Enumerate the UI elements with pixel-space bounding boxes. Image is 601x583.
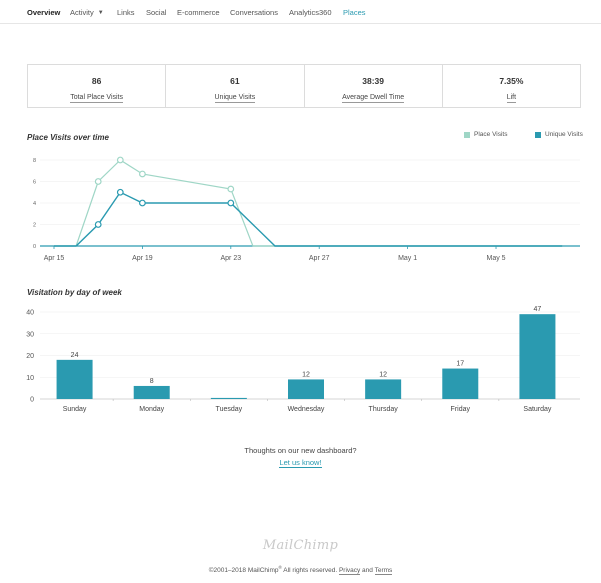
- stat-label[interactable]: Average Dwell Time: [342, 94, 405, 103]
- y-tick-label: 20: [26, 353, 34, 360]
- tab-links[interactable]: Links: [117, 8, 135, 17]
- feedback-link[interactable]: Let us know!: [279, 458, 322, 468]
- bar-value-label: 47: [534, 306, 542, 313]
- bar-value-label: 12: [302, 371, 310, 378]
- x-tick-label: Apr 19: [132, 255, 153, 262]
- and-text: and: [360, 567, 375, 575]
- stat-value: 7.35%: [499, 76, 524, 86]
- bar-tuesday: [210, 397, 247, 399]
- bar-wednesday: [288, 379, 324, 399]
- y-tick-label: 30: [26, 331, 34, 338]
- legend-place-visits[interactable]: Place Visits: [464, 131, 507, 138]
- stats-panel: 86 Total Place Visits 61 Unique Visits 3…: [27, 64, 581, 108]
- chevron-down-icon: ▼: [97, 10, 104, 16]
- bar-chart-title: Visitation by day of week: [27, 288, 122, 297]
- data-point: [139, 199, 146, 207]
- feedback-question: Thoughts on our new dashboard?: [244, 446, 357, 455]
- x-tick-label: Apr 27: [309, 255, 330, 262]
- x-tick-label: May 1: [398, 255, 417, 262]
- data-point: [139, 170, 146, 178]
- legend-label: Unique Visits: [545, 131, 583, 138]
- bar-chart: 0 10 20 30 40 24 Sunday 8 Monday Tuesday 12 Wednesd…: [26, 306, 580, 413]
- x-tick-label: Apr 15: [44, 255, 65, 262]
- mailchimp-logo: MailChimp: [262, 538, 339, 553]
- series-line-unique-visits: [54, 191, 563, 247]
- tab-activity[interactable]: Activity ▼: [70, 8, 104, 17]
- data-point: [227, 199, 235, 207]
- bar-thursday: [365, 379, 402, 399]
- data-point: [94, 221, 102, 228]
- x-tick-label: Wednesday: [288, 406, 325, 413]
- tab-analytics360[interactable]: Analytics360: [289, 8, 332, 17]
- line-chart-title: Place Visits over time: [27, 133, 109, 142]
- top-nav: Overview Activity ▼ Links Social E-commer…: [0, 0, 601, 24]
- stat-label[interactable]: Unique Visits: [214, 94, 256, 103]
- bar-friday: [442, 368, 479, 399]
- x-tick-label: Apr 23: [220, 255, 241, 262]
- stat-total-place-visits: 86 Total Place Visits: [28, 65, 167, 107]
- data-point: [94, 178, 102, 185]
- x-tick-label: Tuesday: [216, 406, 243, 413]
- y-tick-label: 2: [33, 223, 36, 229]
- data-point: [116, 156, 124, 164]
- terms-link[interactable]: Terms: [374, 567, 393, 576]
- tab-places[interactable]: Places: [343, 8, 366, 17]
- registered-mark: ®: [278, 565, 282, 570]
- y-tick-label: 0: [33, 244, 36, 250]
- stat-lift: 7.35% Lift: [443, 65, 580, 107]
- data-point: [227, 185, 235, 193]
- stat-average-dwell-time: 38:39 Average Dwell Time: [305, 65, 443, 107]
- bar-monday: [133, 385, 170, 399]
- data-point: [116, 188, 124, 196]
- legend-label: Place Visits: [474, 131, 508, 138]
- tab-overview[interactable]: Overview: [27, 8, 61, 17]
- rights-text: All rights reserved.: [281, 567, 339, 575]
- stat-value: 38:39: [362, 76, 384, 86]
- stat-label[interactable]: Total Place Visits: [70, 94, 124, 103]
- copyright-text: ©2001–2018 MailChimp: [208, 567, 279, 575]
- x-tick-label: Monday: [139, 406, 164, 413]
- line-chart: 0 2 4 6 8 Apr 15 Apr 19 Apr 23 Apr 27 May 1 May 5: [33, 156, 580, 262]
- footer: ©2001–2018 MailChimp® All rights reserve…: [0, 565, 601, 576]
- x-tick-label: Sunday: [63, 406, 87, 413]
- stat-label[interactable]: Lift: [506, 94, 517, 103]
- bar-sunday: [56, 359, 93, 399]
- y-tick-label: 40: [26, 310, 34, 317]
- tab-conversations[interactable]: Conversations: [230, 8, 278, 17]
- tab-activity-label: Activity: [70, 8, 94, 17]
- feedback-link-wrap: Let us know!: [0, 458, 601, 468]
- legend-unique-visits[interactable]: Unique Visits: [535, 131, 583, 138]
- stat-unique-visits: 61 Unique Visits: [166, 65, 305, 107]
- bar-value-label: 17: [456, 361, 464, 368]
- y-tick-label: 8: [33, 158, 36, 164]
- x-tick-label: Saturday: [523, 406, 552, 413]
- tab-ecommerce[interactable]: E-commerce: [177, 8, 220, 17]
- legend-swatch: [464, 131, 470, 138]
- legend-swatch: [535, 131, 541, 138]
- y-tick-label: 4: [33, 201, 36, 207]
- bar-value-label: 24: [71, 352, 79, 359]
- privacy-link[interactable]: Privacy: [338, 567, 361, 576]
- bar-saturday: [519, 314, 556, 399]
- bar-value-label: 12: [379, 371, 387, 378]
- stat-value: 61: [230, 76, 240, 86]
- x-tick-label: Friday: [451, 406, 471, 413]
- bar-value-label: 8: [150, 378, 154, 385]
- y-tick-label: 6: [33, 180, 36, 186]
- y-tick-label: 0: [30, 397, 34, 404]
- x-tick-label: May 5: [486, 255, 505, 262]
- tab-social[interactable]: Social: [146, 8, 167, 17]
- stat-value: 86: [91, 76, 102, 86]
- y-tick-label: 10: [26, 375, 34, 382]
- x-tick-label: Thursday: [369, 406, 399, 413]
